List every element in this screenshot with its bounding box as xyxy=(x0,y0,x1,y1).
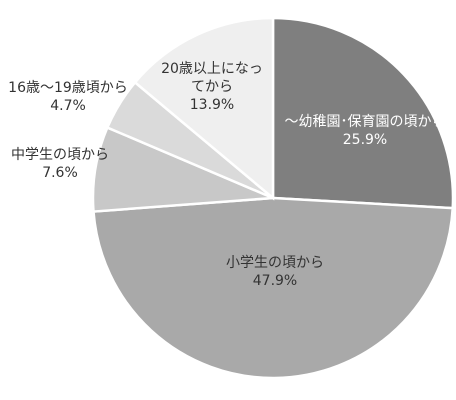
slice-label-16-19: 16歳～19歳頃から 4.7% xyxy=(8,79,128,115)
slice-name: ～幼稚園･保育園の頃から xyxy=(281,113,449,131)
slice-value: 47.9% xyxy=(252,273,298,289)
slice-name-text: 20歳以上になってから xyxy=(161,61,263,95)
slice-value: 7.6% xyxy=(42,165,78,181)
slice-name: 中学生の頃から xyxy=(11,147,109,163)
slice-label-20-ijou: 20歳以上になってから 13.9% xyxy=(156,60,268,114)
slice-name-text: ～幼稚園･保育園の頃から xyxy=(284,114,446,130)
slice-label-youchien: ～幼稚園･保育園の頃から 25.9% xyxy=(281,113,449,149)
slice-name: 20歳以上になってから xyxy=(156,60,268,96)
slice-20-ijou xyxy=(133,16,275,201)
slice-value: 13.9% xyxy=(189,97,235,113)
slice-label-shougakusei: 小学生の頃から 47.9% xyxy=(226,254,324,290)
slice-name: 小学生の頃から xyxy=(226,255,324,271)
slice-name: 16歳～19歳頃から xyxy=(8,80,128,96)
slice-shougakusei xyxy=(92,196,455,380)
slice-value: 25.9% xyxy=(342,132,388,148)
slice-label-chuugakusei: 中学生の頃から 7.6% xyxy=(11,146,109,182)
slice-youchien xyxy=(271,16,455,210)
slice-value: 4.7% xyxy=(50,98,86,114)
